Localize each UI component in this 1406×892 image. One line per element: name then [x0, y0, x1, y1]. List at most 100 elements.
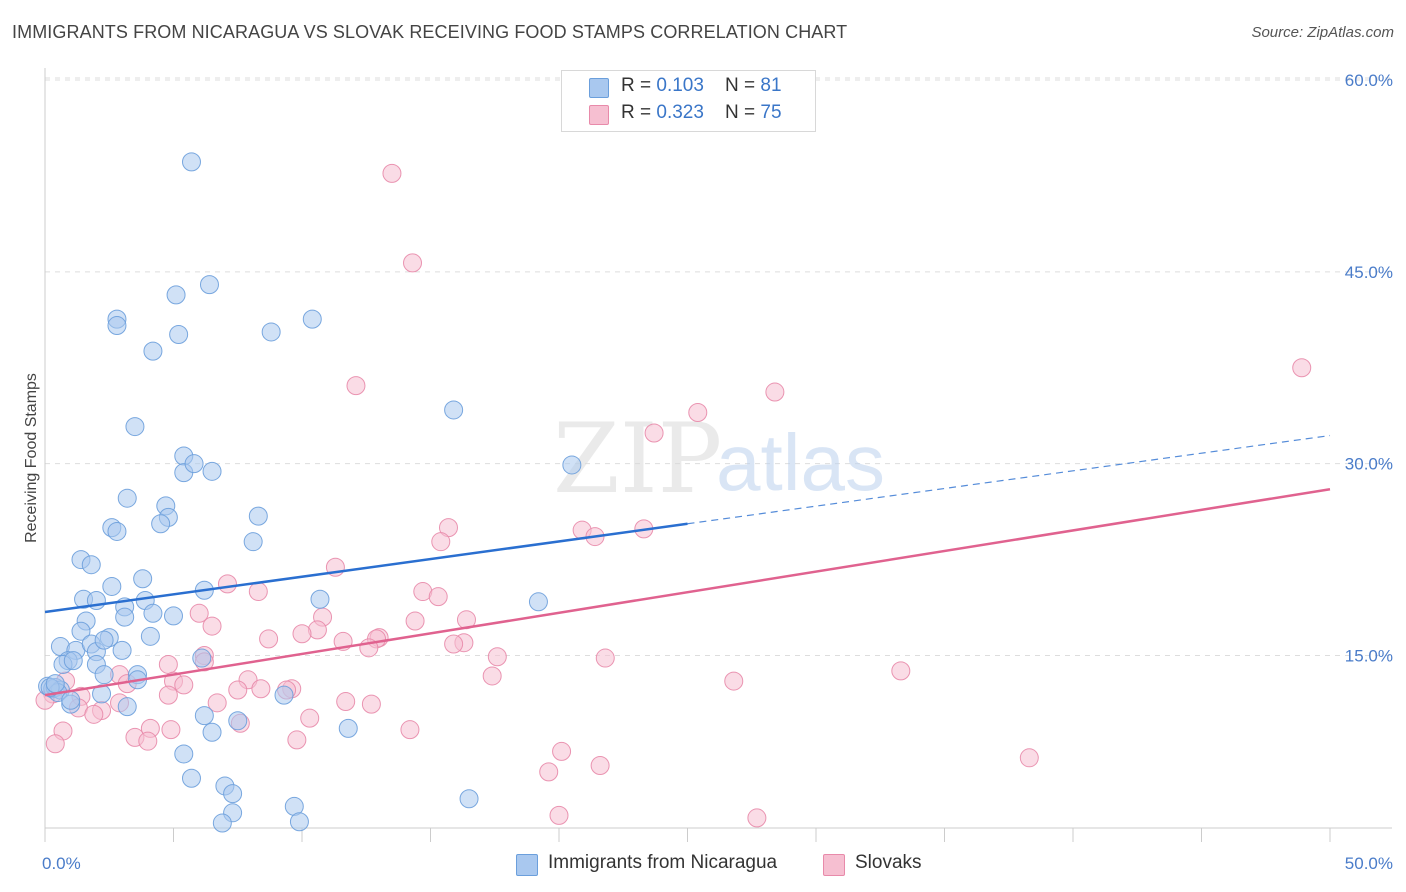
- slovaks-point: [84, 704, 104, 724]
- slovaks-point: [487, 647, 507, 667]
- slovaks-point: [891, 661, 911, 681]
- nicaragua-point: [459, 789, 479, 809]
- nicaragua-point: [243, 532, 263, 552]
- nicaragua-point: [94, 630, 114, 650]
- nicaragua-point: [174, 744, 194, 764]
- slovaks-point: [1292, 358, 1312, 378]
- chart-title: IMMIGRANTS FROM NICARAGUA VS SLOVAK RECE…: [12, 22, 848, 42]
- nicaragua-point: [125, 417, 145, 437]
- nicaragua-point: [562, 455, 582, 475]
- slovaks-point: [158, 685, 178, 705]
- slovaks-point: [688, 403, 708, 423]
- slovaks-point: [431, 532, 451, 552]
- slovaks-point: [405, 611, 425, 631]
- nicaragua-point: [261, 322, 281, 342]
- nicaragua-point: [166, 285, 186, 305]
- slovaks-point: [382, 163, 402, 183]
- nicaragua-point: [202, 722, 222, 742]
- nicaragua-point: [184, 454, 204, 474]
- slovaks-point: [292, 624, 312, 644]
- slovaks-point: [161, 720, 181, 740]
- slovaks-point: [189, 603, 209, 623]
- nicaragua-point: [112, 640, 132, 660]
- y-tick-label-1: 30.0%: [1345, 455, 1393, 474]
- nicaragua-point: [71, 621, 91, 641]
- y-tick-label-3: 60.0%: [1345, 71, 1393, 90]
- slovaks-point: [259, 629, 279, 649]
- source-label: Source: ZipAtlas.com: [1251, 24, 1394, 41]
- nicaragua-point: [164, 606, 183, 626]
- nicaragua-point: [143, 603, 163, 623]
- nicaragua-point: [107, 316, 127, 336]
- slovaks-point: [346, 376, 366, 396]
- legend-label-nicaragua: Immigrants from Nicaragua: [548, 852, 778, 873]
- series-nicaragua-points: [38, 152, 582, 833]
- slovaks-point: [1019, 748, 1039, 768]
- slovaks-point: [595, 648, 615, 668]
- slovaks-point: [644, 423, 664, 443]
- nicaragua-point: [94, 665, 114, 685]
- nicaragua-point: [61, 690, 81, 710]
- nicaragua-point: [45, 674, 65, 694]
- nicaragua-point: [151, 514, 171, 534]
- slovaks-point: [444, 634, 464, 654]
- nicaragua-point: [143, 341, 163, 361]
- slovaks-point: [217, 574, 237, 594]
- nicaragua-point: [212, 813, 232, 833]
- stats-legend: R = 0.103 N = 81 R = 0.323 N = 75: [561, 70, 816, 132]
- nicaragua-point: [115, 607, 135, 627]
- nicaragua-point: [81, 555, 101, 575]
- slovaks-point: [138, 731, 158, 751]
- y-tick-labels: 15.0% 30.0% 45.0% 60.0%: [1345, 71, 1393, 666]
- nicaragua-point: [133, 569, 153, 589]
- nicaragua-point: [202, 461, 222, 481]
- slovaks-point: [549, 805, 569, 825]
- nicaragua-point: [223, 784, 243, 804]
- slovaks-point: [747, 808, 767, 828]
- slovaks-point: [287, 730, 307, 750]
- nicaragua-point: [199, 275, 219, 295]
- legend-n-label: N =: [725, 102, 761, 123]
- slovaks-point: [251, 679, 271, 699]
- slovaks-point: [724, 671, 744, 691]
- legend-n-value: 75: [760, 102, 782, 123]
- slovaks-point: [158, 654, 178, 674]
- slovaks-point: [552, 741, 572, 761]
- legend-swatch-slovaks: [823, 854, 845, 876]
- legend-label-slovaks: Slovaks: [855, 852, 922, 873]
- nicaragua-point: [181, 768, 201, 788]
- legend-n-value: 81: [760, 75, 782, 96]
- trend-lines: [44, 434, 1331, 697]
- watermark-zip: ZIP: [553, 403, 722, 515]
- watermark-atlas: atlas: [716, 418, 885, 507]
- nicaragua-point: [302, 309, 322, 329]
- nicaragua-point: [194, 706, 214, 726]
- nicaragua-point: [338, 718, 358, 738]
- nicaragua-point: [528, 592, 548, 612]
- trend-line-nicaragua: [44, 522, 688, 614]
- slovaks-point: [207, 693, 227, 713]
- nicaragua-point: [228, 711, 248, 731]
- y-tick-label-0: 15.0%: [1345, 647, 1393, 666]
- slovaks-point: [248, 582, 268, 602]
- x-tick-label-min: 0.0%: [42, 854, 81, 873]
- slovaks-point: [590, 755, 610, 775]
- slovaks-point: [765, 382, 785, 402]
- slovaks-point: [400, 720, 420, 740]
- series-slovaks-points: [35, 163, 1312, 828]
- nicaragua-point: [310, 589, 330, 609]
- nicaragua-point: [289, 812, 309, 832]
- watermark: ZIP atlas: [553, 403, 885, 515]
- legend-r-label: R =: [621, 102, 657, 123]
- nicaragua-point: [107, 521, 127, 541]
- x-axis-ticks: [44, 828, 1331, 842]
- legend-r-value: 0.103: [656, 75, 704, 96]
- nicaragua-point: [63, 651, 83, 671]
- slovaks-point: [174, 675, 194, 695]
- slovaks-point: [361, 694, 381, 714]
- nicaragua-point: [274, 685, 294, 705]
- slovaks-point: [202, 616, 222, 636]
- y-tick-label-2: 45.0%: [1345, 263, 1393, 282]
- nicaragua-point: [181, 152, 201, 172]
